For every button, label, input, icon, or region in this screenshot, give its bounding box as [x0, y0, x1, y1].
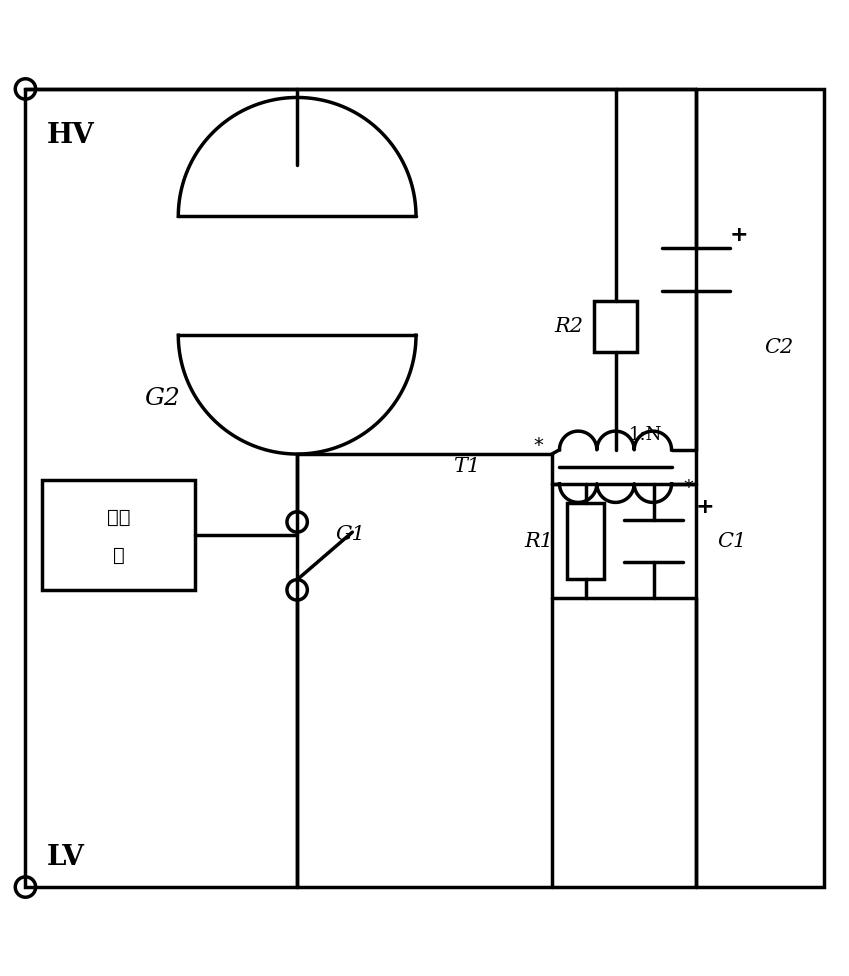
- Text: 1:N: 1:N: [628, 427, 662, 444]
- Text: *: *: [533, 436, 543, 455]
- Bar: [567, 503, 604, 580]
- Text: +: +: [695, 497, 714, 517]
- Text: C1: C1: [717, 532, 746, 550]
- Bar: [42, 479, 195, 590]
- Text: G2: G2: [144, 387, 180, 410]
- Text: T1: T1: [453, 458, 481, 476]
- Text: *: *: [683, 478, 694, 498]
- Text: +: +: [729, 225, 748, 245]
- Text: R1: R1: [525, 532, 554, 550]
- Text: LV: LV: [47, 844, 85, 871]
- Text: 触发: 触发: [107, 508, 131, 527]
- Text: HV: HV: [47, 122, 94, 149]
- Text: C2: C2: [764, 339, 793, 357]
- Text: R2: R2: [554, 317, 583, 336]
- Bar: [594, 302, 637, 352]
- Text: G1: G1: [335, 525, 365, 545]
- Text: 器: 器: [113, 547, 125, 565]
